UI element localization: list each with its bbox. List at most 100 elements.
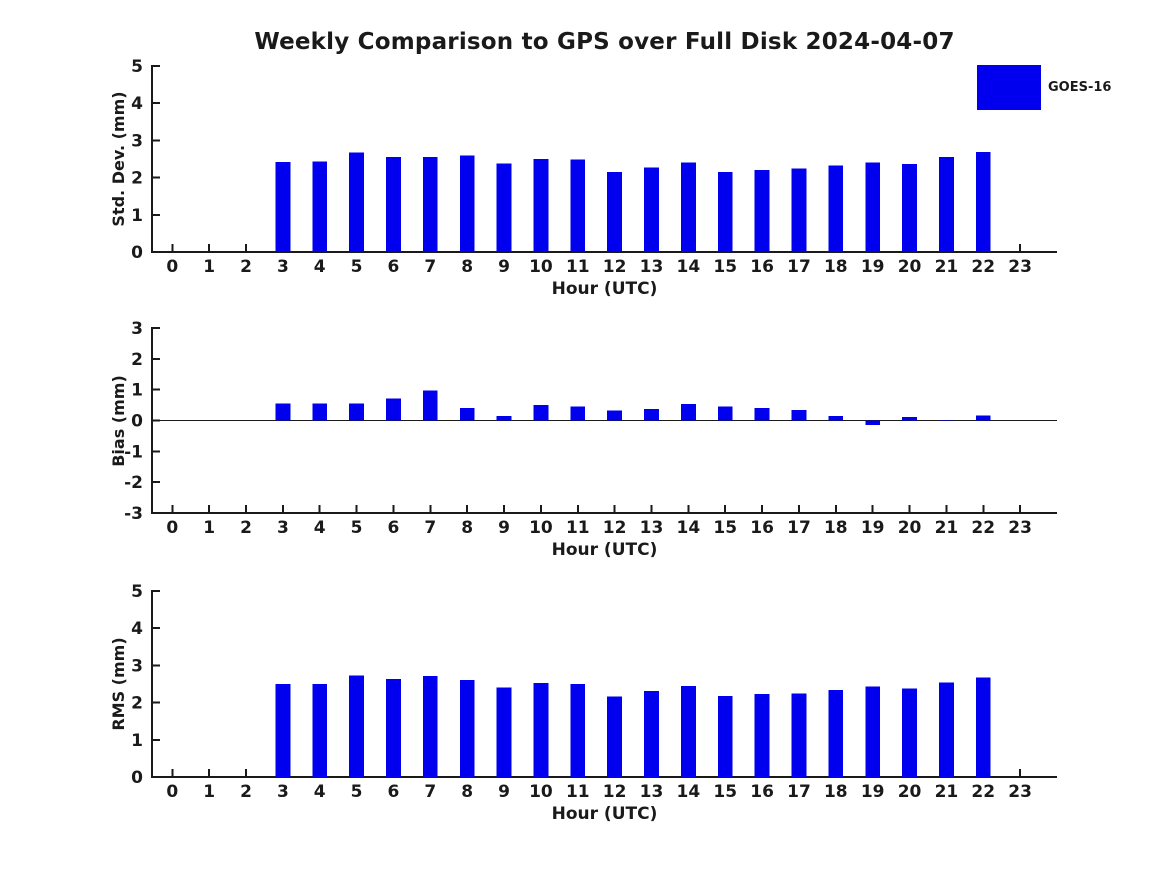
x-tick-label: 23 bbox=[1008, 518, 1032, 538]
bar-hour-10 bbox=[533, 405, 549, 421]
x-tick-label: 14 bbox=[677, 518, 701, 538]
x-tick-label: 15 bbox=[713, 518, 737, 538]
x-tick-label: 19 bbox=[861, 782, 885, 802]
x-tick-label: 21 bbox=[935, 518, 959, 538]
y-tick-label: 2 bbox=[131, 169, 143, 189]
x-tick-label: 8 bbox=[461, 257, 473, 277]
bar-hour-4 bbox=[312, 684, 328, 777]
x-tick-label: 0 bbox=[166, 518, 178, 538]
bar-hour-18 bbox=[828, 415, 844, 421]
bar-hour-15 bbox=[717, 172, 733, 252]
bar-hour-22 bbox=[975, 415, 991, 421]
bar-hour-10 bbox=[533, 159, 549, 252]
x-tick-label: 2 bbox=[240, 257, 252, 277]
x-tick-label: 2 bbox=[240, 518, 252, 538]
x-tick-label: 19 bbox=[861, 257, 885, 277]
bar-hour-7 bbox=[422, 390, 438, 421]
legend-label: GOES-16 bbox=[1048, 80, 1112, 95]
x-tick-label: 23 bbox=[1008, 782, 1032, 802]
x-tick-label: 17 bbox=[787, 518, 811, 538]
y-tick-label: 5 bbox=[131, 582, 143, 602]
x-tick-label: 13 bbox=[640, 257, 664, 277]
bar-hour-10 bbox=[533, 682, 549, 777]
x-tick-label: 21 bbox=[935, 257, 959, 277]
x-tick-label: 12 bbox=[603, 518, 627, 538]
y-tick-label: 1 bbox=[131, 731, 143, 751]
x-tick-label: 17 bbox=[787, 257, 811, 277]
x-tick-label: 13 bbox=[640, 782, 664, 802]
x-tick-label: 3 bbox=[277, 257, 289, 277]
x-tick-label: 9 bbox=[498, 518, 510, 538]
x-tick-label: 6 bbox=[388, 518, 400, 538]
bar-hour-9 bbox=[496, 415, 512, 421]
bar-hour-19 bbox=[865, 686, 881, 777]
bar-hour-14 bbox=[680, 403, 696, 421]
x-tick-label: 22 bbox=[971, 518, 995, 538]
x-tick-label: 18 bbox=[824, 782, 848, 802]
bar-hour-19 bbox=[865, 420, 881, 426]
bar-hour-14 bbox=[680, 686, 696, 777]
y-tick-label: -2 bbox=[124, 473, 143, 493]
x-tick-label: 3 bbox=[277, 518, 289, 538]
bar-hour-20 bbox=[902, 416, 917, 421]
y-tick-label: 4 bbox=[131, 619, 143, 639]
x-tick-label: 4 bbox=[314, 257, 326, 277]
x-tick-label: 13 bbox=[640, 518, 664, 538]
y-tick-label: 2 bbox=[131, 694, 143, 714]
x-tick-label: 15 bbox=[713, 782, 737, 802]
x-tick-label: 20 bbox=[898, 518, 922, 538]
x-tick-label: 7 bbox=[424, 782, 436, 802]
bar-hour-15 bbox=[717, 695, 733, 777]
bar-hour-17 bbox=[791, 693, 807, 777]
x-tick-label: 10 bbox=[529, 257, 553, 277]
x-tick-label: 18 bbox=[824, 518, 848, 538]
bar-hour-5 bbox=[349, 675, 364, 777]
y-tick-label: 1 bbox=[131, 381, 143, 401]
bar-hour-13 bbox=[644, 167, 659, 252]
bar-hour-17 bbox=[791, 410, 807, 421]
x-tick-label: 16 bbox=[750, 518, 774, 538]
bar-hour-14 bbox=[680, 162, 696, 252]
x-tick-label: 6 bbox=[388, 257, 400, 277]
x-tick-label: 14 bbox=[677, 782, 701, 802]
bar-hour-18 bbox=[828, 165, 844, 252]
y-tick-label: -3 bbox=[124, 504, 143, 524]
x-tick-label: 12 bbox=[603, 257, 627, 277]
bar-hour-7 bbox=[422, 157, 438, 252]
bar-hour-3 bbox=[275, 684, 291, 777]
x-tick-label: 1 bbox=[203, 518, 215, 538]
ylabel-std-dev: Std. Dev. (mm) bbox=[109, 91, 128, 227]
ylabel-bias: Bias (mm) bbox=[109, 375, 128, 467]
bar-hour-21 bbox=[939, 419, 954, 421]
bar-hour-11 bbox=[570, 159, 586, 252]
x-tick-label: 0 bbox=[166, 257, 178, 277]
bar-hour-6 bbox=[386, 678, 401, 777]
x-tick-label: 8 bbox=[461, 782, 473, 802]
bar-hour-16 bbox=[754, 694, 770, 777]
bar-hour-7 bbox=[422, 676, 438, 777]
x-tick-label: 0 bbox=[166, 782, 178, 802]
bar-hour-15 bbox=[717, 406, 733, 421]
x-tick-label: 17 bbox=[787, 782, 811, 802]
ylabel-rms: RMS (mm) bbox=[109, 637, 128, 731]
bar-hour-4 bbox=[312, 403, 328, 421]
x-tick-label: 20 bbox=[898, 257, 922, 277]
x-tick-label: 18 bbox=[824, 257, 848, 277]
bar-hour-9 bbox=[496, 163, 512, 252]
bar-hour-6 bbox=[386, 398, 401, 421]
y-tick-label: 0 bbox=[131, 412, 143, 432]
bar-hour-5 bbox=[349, 152, 364, 252]
xlabel-bias: Hour (UTC) bbox=[551, 540, 658, 560]
bar-hour-3 bbox=[275, 403, 291, 421]
x-tick-label: 23 bbox=[1008, 257, 1032, 277]
bar-hour-19 bbox=[865, 162, 881, 252]
x-tick-label: 16 bbox=[750, 782, 774, 802]
bar-hour-21 bbox=[939, 682, 954, 777]
x-tick-label: 5 bbox=[351, 518, 363, 538]
bar-hour-5 bbox=[349, 403, 364, 421]
y-tick-label: 0 bbox=[131, 243, 143, 263]
x-tick-label: 21 bbox=[935, 782, 959, 802]
bar-hour-20 bbox=[902, 688, 917, 777]
y-tick-label: 1 bbox=[131, 206, 143, 226]
